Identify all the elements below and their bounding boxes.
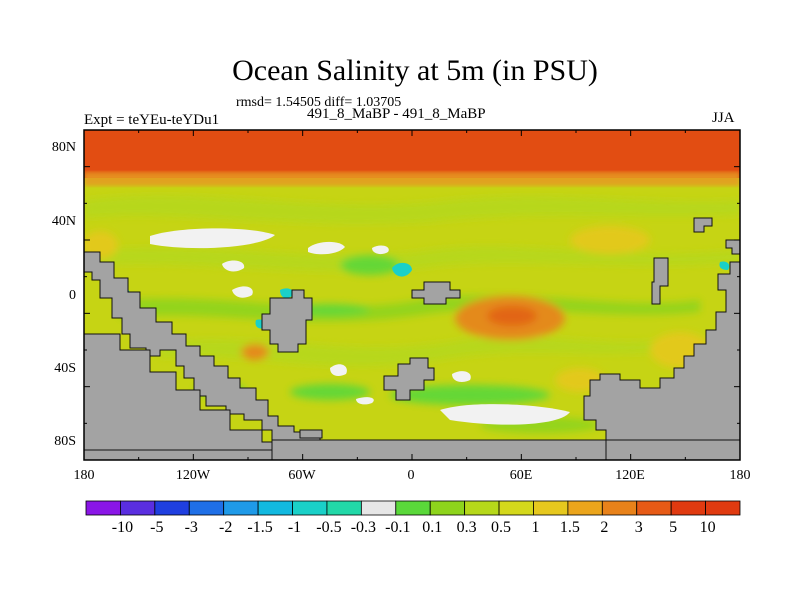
lat-label-80s: 80S bbox=[54, 434, 76, 449]
lon-label-120w: 120W bbox=[175, 468, 211, 483]
colorbar-label: 0.5 bbox=[491, 519, 512, 536]
colorbar-swatch bbox=[360, 500, 397, 516]
season-label: JJA bbox=[712, 110, 735, 126]
colorbar-label: -0.1 bbox=[385, 519, 411, 536]
lon-label-60w: 60W bbox=[288, 468, 316, 483]
colorbar-swatch bbox=[292, 500, 328, 516]
colorbar-swatch bbox=[429, 500, 466, 516]
colorbar-swatch bbox=[601, 500, 638, 516]
lon-label-0: 0 bbox=[407, 468, 415, 483]
lat-label-40s: 40S bbox=[54, 361, 76, 376]
colorbar-swatch bbox=[636, 500, 672, 516]
colorbar-label: 1.5 bbox=[559, 519, 580, 536]
lat-label-0: 0 bbox=[69, 288, 76, 303]
lon-label-120e: 120E bbox=[615, 468, 645, 483]
colorbar-swatch bbox=[120, 500, 156, 516]
colorbar-label: -1 bbox=[287, 519, 302, 536]
colorbar-label: 3 bbox=[634, 519, 643, 536]
colorbar-swatch bbox=[85, 500, 121, 516]
stats-text: rmsd= 1.54505 diff= 1.03705 bbox=[236, 95, 402, 110]
land-mask bbox=[84, 217, 740, 460]
colorbar-label: -3 bbox=[184, 519, 198, 536]
colorbar-swatch bbox=[257, 500, 293, 516]
colorbar-label: -10 bbox=[111, 519, 134, 536]
colorbar-swatch bbox=[567, 500, 603, 516]
colorbar-label: -2 bbox=[219, 519, 233, 536]
lon-label-60e: 60E bbox=[509, 468, 533, 483]
colorbar-label: 10 bbox=[699, 519, 716, 536]
colorbar-label: 1 bbox=[531, 519, 540, 536]
lon-label-180w: 180 bbox=[73, 468, 95, 483]
colorbar-swatch bbox=[533, 500, 569, 516]
lon-label-180e: 180 bbox=[729, 468, 751, 483]
map-title: Ocean Salinity at 5m (in PSU) bbox=[232, 54, 598, 87]
colorbar-swatch bbox=[464, 500, 500, 516]
colorbar-swatch bbox=[395, 500, 431, 516]
colorbar-label: 2 bbox=[600, 519, 609, 536]
near-zero-patches bbox=[150, 228, 570, 425]
experiment-label: Expt = teYEu-teYDu1 bbox=[84, 112, 220, 128]
colorbar-label: -0.3 bbox=[350, 519, 377, 536]
colorbar-label: 0.1 bbox=[422, 519, 443, 536]
colorbar-label: 5 bbox=[669, 519, 678, 536]
map-field bbox=[84, 130, 740, 460]
colorbar-swatch bbox=[670, 500, 706, 516]
lat-label-80n: 80N bbox=[51, 140, 76, 155]
colorbar-label: -1.5 bbox=[247, 519, 273, 536]
colorbar-swatch bbox=[154, 500, 190, 516]
colorbar-swatch bbox=[326, 500, 362, 516]
colorbar-label: -5 bbox=[150, 519, 164, 536]
arctic-band bbox=[84, 130, 740, 178]
colorbar-swatch bbox=[223, 500, 259, 516]
colorbar-label: 0.3 bbox=[456, 519, 477, 536]
colorbar-label: -0.5 bbox=[316, 519, 342, 536]
subtitle: 491_8_MaBP - 491_8_MaBP bbox=[307, 106, 486, 122]
colorbar-swatch bbox=[705, 500, 741, 516]
lat-label-40n: 40N bbox=[51, 214, 76, 229]
colorbar-swatch bbox=[188, 500, 225, 516]
colorbar bbox=[85, 500, 741, 516]
axis-ticks bbox=[83, 129, 741, 461]
colorbar-swatch bbox=[498, 500, 534, 516]
